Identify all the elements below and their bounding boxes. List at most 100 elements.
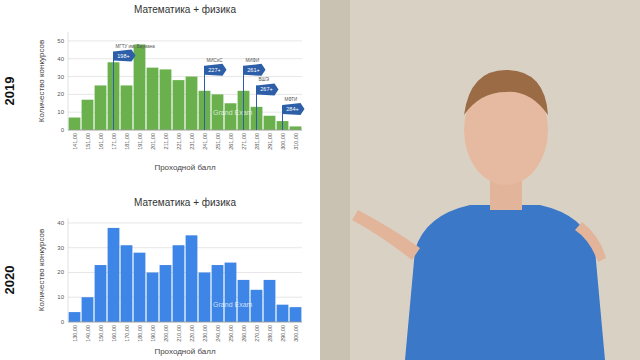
x-tick-label: 211,00 — [163, 133, 169, 149]
x-tick-label: 140,00 — [85, 325, 91, 342]
y-tick-label: 0 — [61, 127, 65, 133]
y-tick-label: 30 — [57, 245, 64, 251]
x-tick-label: 151,00 — [85, 133, 91, 150]
bar — [147, 272, 159, 322]
chart: Математика + физика 2020 Количество конкур… — [2, 197, 302, 356]
bar — [173, 80, 185, 130]
flag-label: МГТУ им. Баумана — [116, 44, 156, 49]
grid-line — [68, 130, 302, 131]
grid-line — [68, 222, 302, 223]
x-tick-label: 201,00 — [150, 133, 156, 150]
x-tick-label: 270,00 — [254, 325, 260, 342]
bar — [134, 44, 146, 130]
x-tick-label: 130,00 — [72, 325, 78, 342]
x-tick-label: 141,00 — [72, 133, 78, 150]
row-label: 2020 — [2, 266, 17, 295]
x-tick-label: 231,00 — [189, 133, 195, 150]
flag-text: 261+ — [247, 67, 259, 73]
y-tick-label: 40 — [57, 220, 64, 226]
person-shirt — [405, 205, 605, 360]
bar — [186, 77, 198, 130]
y-axis-label: Количество конкурсов — [37, 40, 46, 122]
bar — [160, 265, 172, 322]
flag — [283, 103, 305, 115]
title: Математика + физика — [134, 4, 236, 15]
x-tick-label: 221,00 — [176, 133, 182, 150]
y-axis-label: Количество конкурсов — [37, 229, 46, 311]
bar — [147, 68, 159, 130]
x-axis — [68, 322, 302, 323]
chart: Математика + физика 2019 Количество конкур… — [2, 4, 305, 172]
row-label: 2019 — [2, 77, 17, 106]
bars — [69, 44, 302, 130]
grid-line — [68, 247, 302, 248]
bar — [290, 307, 302, 322]
annotation: 284+ МФТИ — [283, 97, 305, 130]
bar — [95, 265, 107, 322]
x-tick-label: 290,00 — [280, 325, 286, 342]
bar — [186, 235, 198, 322]
x-tick-label: 181,00 — [124, 133, 130, 150]
bar — [69, 118, 81, 130]
x-tick-label: 161,00 — [98, 133, 104, 150]
bar — [134, 253, 146, 322]
x-tick-label: 260,00 — [241, 325, 247, 342]
x-tick-label: 300,00 — [293, 325, 299, 342]
y-tick-label: 10 — [57, 294, 64, 300]
y-axis — [68, 32, 69, 130]
photo-wall-edge — [320, 0, 350, 360]
x-tick-label: 251,00 — [215, 133, 221, 150]
y-tick-label: 50 — [57, 38, 64, 44]
bar — [82, 100, 94, 130]
grid-line — [68, 322, 302, 323]
bar — [264, 280, 276, 322]
flag-text: 227+ — [208, 67, 220, 73]
x-tick-label: 280,00 — [267, 325, 273, 342]
bar — [121, 245, 133, 322]
x-tick-label: 200,00 — [163, 325, 169, 342]
bar — [160, 69, 172, 130]
x-tick-label: 160,00 — [111, 325, 117, 342]
x-tick-label: 250,00 — [228, 325, 234, 342]
x-tick-label: 291,00 — [267, 133, 273, 150]
flag-label: ВШЭ — [259, 77, 270, 82]
annotation: 227+ МИСиС — [205, 58, 227, 130]
grid-line — [68, 58, 302, 59]
x-tick-label: 271,00 — [241, 133, 247, 150]
y-tick-label: 20 — [57, 91, 64, 97]
flag-pole — [113, 52, 114, 130]
photo-background — [320, 0, 640, 360]
flag-label: МИФИ — [246, 58, 260, 63]
x-axis-label: Проходной балл — [154, 163, 215, 172]
flag-label: МИСиС — [207, 58, 224, 63]
x-tick-label: 171,00 — [111, 133, 117, 150]
x-tick-label: 310,00 — [293, 133, 299, 150]
bar — [264, 116, 276, 130]
x-tick-label: 241,00 — [202, 133, 208, 150]
x-tick-label: 300,00 — [280, 133, 286, 150]
bar — [95, 85, 107, 130]
x-tick-label: 220,00 — [189, 325, 195, 342]
y-tick-label: 20 — [57, 269, 64, 275]
flag-text: 284+ — [286, 106, 298, 112]
flag — [205, 64, 227, 76]
bar — [108, 228, 120, 322]
title: Математика + физика — [134, 197, 236, 208]
x-tick-label: 210,00 — [176, 325, 182, 342]
flag — [114, 50, 136, 62]
person-arm — [352, 210, 420, 260]
x-tick-label: 191,00 — [137, 133, 143, 150]
bar — [173, 245, 185, 322]
watermark: Grand Exam — [213, 109, 252, 116]
grid-line — [68, 40, 302, 41]
x-tick-label: 230,00 — [202, 325, 208, 342]
bar — [225, 103, 237, 130]
x-axis — [68, 130, 302, 131]
flag — [257, 83, 279, 95]
flag-text: 198+ — [117, 53, 129, 59]
x-tick-label: 170,00 — [124, 325, 130, 342]
bar — [212, 265, 224, 322]
watermark: Grand Exam — [213, 301, 252, 308]
flag-label: МФТИ — [285, 97, 298, 102]
bar — [225, 263, 237, 322]
